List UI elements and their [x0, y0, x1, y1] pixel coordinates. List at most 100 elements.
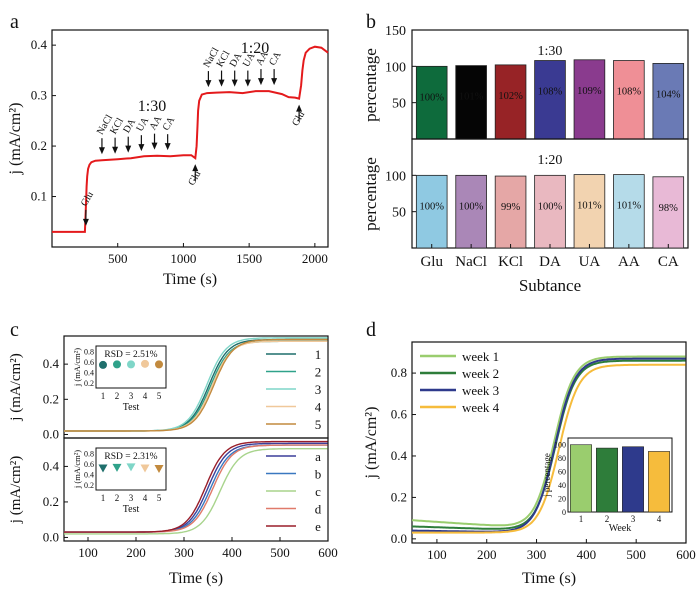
panel-c-legend-label-1-4: 5 [315, 417, 322, 432]
panel-a-ytick-label: 0.3 [31, 88, 47, 103]
panel-b-ytick-label: 100 [385, 60, 406, 75]
panel-b-bar-label-2-4: 101% [577, 201, 602, 212]
panel-a-arrow-2-5-head [271, 78, 278, 86]
panel-a-up-arrow-1-label: Glu [290, 110, 307, 128]
panel-b-bar-label-1-2: 102% [498, 91, 523, 102]
panel-c-inset-xtick-label: 2 [115, 391, 120, 401]
panel-b-bar-label-1-4: 109% [577, 86, 602, 97]
panel-c-ytick-label: 0.0 [43, 426, 59, 441]
panel-c-series-line-1-4 [64, 338, 328, 432]
panel-c-legend-label-1-1: 2 [315, 365, 322, 380]
panel-a-xtick-label: 1500 [236, 251, 262, 266]
panel-c-xtick-label: 100 [78, 545, 98, 560]
panel-c-inset-marker-1-4 [155, 360, 163, 369]
panel-b-bar-label-1-6: 104% [656, 89, 681, 100]
panel-d-xtick-label: 600 [676, 547, 696, 562]
panel-b-bar-label-2-1: 100% [459, 201, 484, 212]
panel-c-ylabel-2: j (mA/cm²) [8, 456, 24, 524]
panel-b-bar-1-6 [652, 63, 685, 140]
panel-d-ytick-label: 0.6 [391, 407, 408, 422]
panel-c-legend-label-2-0: a [315, 449, 321, 464]
panel-c-inset-marker-1-3 [141, 359, 149, 368]
panel-a-ytick-label: 0.1 [31, 189, 47, 204]
panel-c-inset-ytick-label: 0.2 [84, 379, 94, 388]
panel-b-ytick-label: 100 [385, 169, 406, 184]
panel-d-xtick-label: 100 [427, 547, 447, 562]
panel-a-ytick-label: 0.4 [31, 37, 48, 52]
panel-c-inset-xtick-label: 3 [129, 391, 134, 401]
panel-d-inset-bar-1 [596, 447, 618, 513]
panel-c-ytick-label: 0.4 [43, 356, 60, 371]
panel-b-ylabel-top: percentage [361, 48, 380, 122]
panel-a-arrow-2-5-label: CA [267, 49, 284, 67]
panel-b-bar-label-1-0: 100% [419, 92, 444, 103]
panel-a-arrow-1-5-head [151, 142, 158, 150]
panel-c-inset-marker-2-3 [140, 464, 150, 473]
panel-b-bar-2-1 [455, 174, 487, 249]
panel-d-ytick-label: 0.2 [391, 489, 407, 504]
panel-b-bar-label-2-0: 100% [419, 201, 444, 212]
panel-a-arrow-2-0-head [205, 80, 212, 88]
panel-b-ytick-label: 50 [392, 206, 406, 221]
panel-b-ylabel-bottom: percentage [361, 157, 380, 231]
panel-c-legend-label-2-3: d [315, 502, 322, 517]
panel-b-series-name-2: 1:20 [538, 153, 563, 168]
panel-a-arrow-1-1-head [98, 147, 105, 155]
panel-a-up-arrow-0-head [192, 164, 199, 172]
panel-d-xlabel: Time (s) [522, 570, 576, 587]
panel-c-legend-label-2-1: b [315, 467, 322, 482]
panel-d-inset-xtick-label: 1 [579, 514, 584, 524]
panel-a-arrow-1-0-head [82, 218, 89, 226]
panel-b-xlabel: Subtance [519, 276, 581, 295]
panel-c-ylabel-1: j (mA/cm²) [8, 353, 24, 421]
panel-b-bar-label-2-6: 98% [659, 203, 679, 214]
panel-a-arrow-2-1-head [218, 79, 225, 87]
panel-c-ytick-label: 0.0 [43, 529, 59, 544]
panel-c-inset-ytick-label: 0.2 [84, 481, 94, 490]
panel-c-inset-ytick-label: 0.4 [84, 470, 94, 479]
panel-c-legend-label-1-2: 3 [315, 382, 322, 397]
panel-d-ytick-label: 0.0 [391, 531, 407, 546]
panel-a-arrow-1-0-label: Glu [79, 190, 96, 208]
panel-a-ytick-label: 0.2 [31, 138, 47, 153]
panel-c-inset-marker-2-4 [154, 464, 164, 473]
panel-c-inset-xtick-label: 5 [157, 391, 162, 401]
panel-a-up-arrow-0-label: Glu [186, 169, 203, 187]
panel-d-inset-xlabel: Week [609, 523, 632, 534]
panel-d-inset-bar-2 [622, 446, 644, 513]
panel-c-inset-ylabel-1: j (mA/cm²) [72, 348, 82, 387]
panel-a-arrow-2-3-head [244, 79, 251, 87]
panel-c-xtick-label: 600 [318, 545, 338, 560]
panel-c-xtick-label: 300 [174, 545, 194, 560]
panel-a-up-arrow-1-head [296, 104, 303, 112]
panel-b-bar-1-4 [573, 59, 606, 140]
panel-b-ytick-label: 50 [392, 97, 406, 112]
panel-c-inset-xtick-label: 4 [143, 493, 148, 503]
panel-d-inset-bar-3 [648, 451, 670, 513]
panel-b-label: b [366, 11, 376, 33]
panel-c-inset-xlabel-1: Test [123, 402, 140, 413]
panel-c-inset-xlabel-2: Test [123, 504, 140, 515]
panel-d-ytick-label: 0.8 [391, 365, 407, 380]
panel-d-inset-ytick-label: 20 [558, 495, 566, 504]
panel-c-legend-label-1-3: 4 [315, 400, 322, 415]
panel-a-xlabel: Time (s) [163, 271, 217, 288]
panel-b-bar-label-2-3: 100% [538, 201, 563, 212]
panel-d-xtick-label: 500 [626, 547, 646, 562]
panel-d-inset-xtick-label: 2 [605, 514, 610, 524]
panel-d-series-line-3 [412, 363, 686, 534]
panel-c-inset-ytick-label: 0.6 [84, 358, 94, 367]
panel-d-series-line-2 [412, 357, 686, 533]
panel-b-xtick-label: Glu [420, 254, 443, 270]
panel-a-ylabel: j (mA/cm²) [7, 103, 24, 176]
panel-d-ytick-label: 0.4 [391, 448, 408, 463]
panel-d-legend-label-1: week 2 [462, 366, 499, 381]
panel-b-series-name-1: 1:30 [538, 44, 563, 59]
panel-a-xtick-label: 500 [108, 251, 128, 266]
panel-c-inset-ytick-label: 0.4 [84, 368, 94, 377]
panel-c-inset-marker-1-0 [99, 360, 107, 369]
panel-b-xtick-label: CA [658, 254, 679, 270]
panel-c-inset-xtick-label: 2 [115, 493, 120, 503]
panel-c-ytick-label: 0.2 [43, 391, 59, 406]
panel-d-legend-label-3: week 4 [462, 400, 500, 415]
